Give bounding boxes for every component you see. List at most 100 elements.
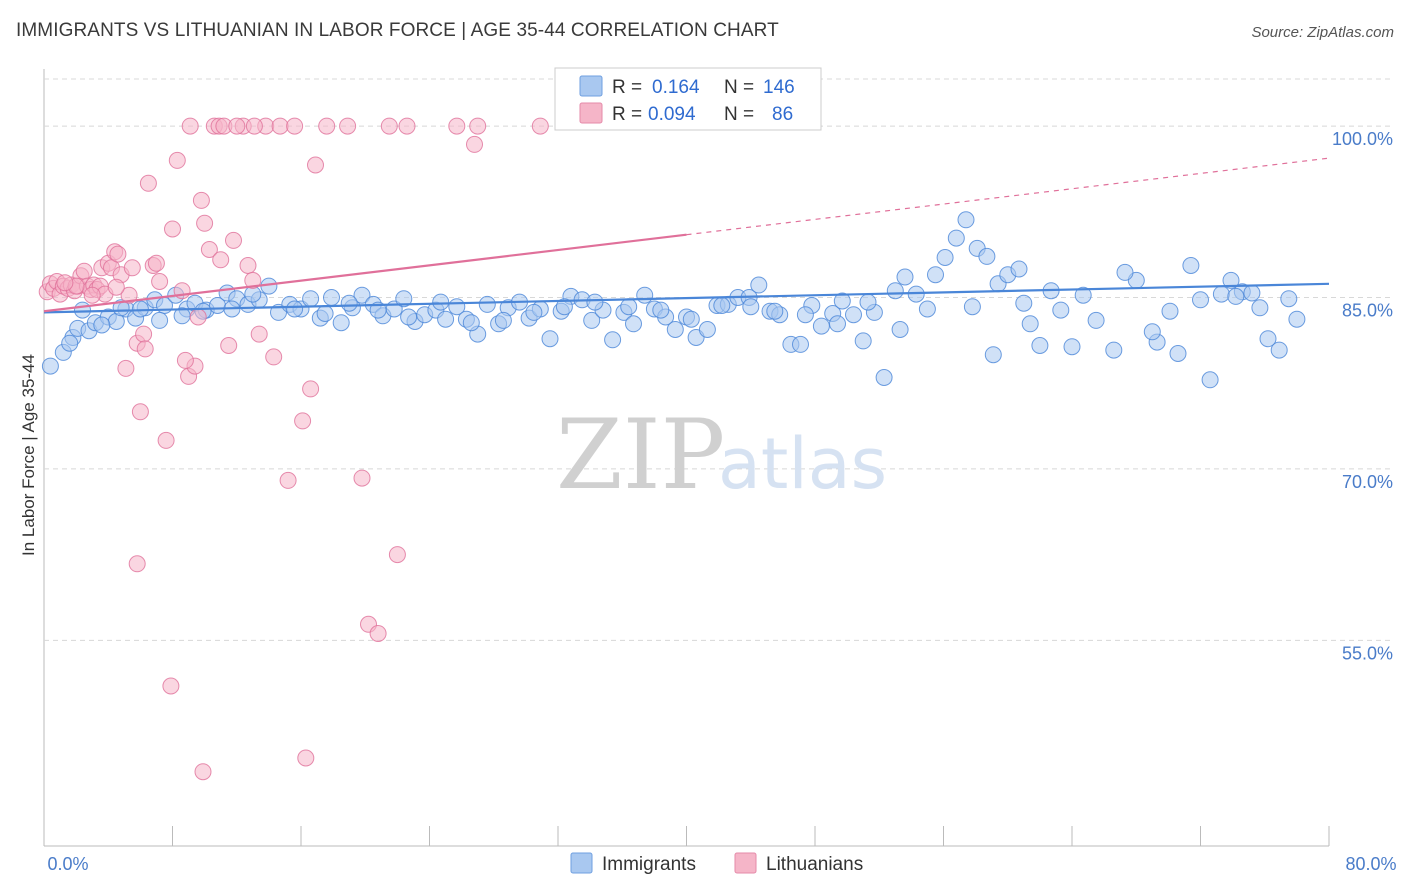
immigrants-point (1105, 341, 1123, 359)
immigrants-point (984, 346, 1002, 364)
lithuanians-point (250, 325, 268, 343)
lithuanians-point (398, 117, 416, 135)
immigrants-point (766, 302, 784, 320)
lithuanians-point (75, 262, 93, 280)
lithuanians-point (200, 241, 218, 258)
immigrants-point (896, 268, 914, 286)
bottom-legend-swatch-lithuanians (734, 852, 757, 874)
immigrants-point (1251, 299, 1269, 317)
immigrants-point (478, 295, 496, 313)
immigrants-point (796, 306, 814, 324)
source-label: Source: ZipAtlas.com (1251, 24, 1394, 41)
series-legend: Immigrants Lithuanians (570, 852, 863, 875)
immigrants-point (636, 286, 654, 304)
immigrants-point (927, 266, 944, 284)
immigrants-point (525, 303, 543, 321)
immigrants-point (652, 301, 670, 319)
immigrants-point (713, 297, 731, 314)
lithuanians-point (369, 625, 387, 642)
lithuanians-point (135, 325, 153, 343)
immigrants-point (1259, 330, 1277, 348)
lithuanians-point (164, 220, 181, 238)
watermark-zip: ZIP (556, 399, 725, 511)
lithuanians-trend-line (43, 233, 687, 313)
immigrants-point (541, 330, 559, 348)
immigrants-point (1010, 260, 1028, 278)
immigrants-point (151, 311, 169, 329)
legend-n-label-2: N = (724, 104, 754, 125)
immigrants-point (1074, 286, 1092, 304)
immigrants-point (1063, 338, 1081, 356)
lithuanians-point (157, 431, 175, 449)
lithuanians-point (220, 337, 238, 354)
legend-swatch-immigrants (579, 75, 603, 97)
lithuanians-point (318, 117, 336, 135)
bottom-legend-lithuanians: Lithuanians (766, 854, 863, 875)
immigrants-point (957, 211, 975, 229)
immigrants-point (845, 306, 862, 324)
lithuanians-point (239, 257, 257, 274)
lithuanians-point (194, 763, 212, 781)
watermark-atlas: atlas (718, 423, 887, 505)
immigrants-point (1280, 290, 1298, 308)
immigrants-point (936, 249, 954, 266)
lithuanians-point (245, 117, 263, 135)
immigrants-point (74, 301, 91, 319)
immigrants-point (833, 292, 851, 310)
immigrants-point (1222, 271, 1240, 289)
lithuanians-point (120, 286, 138, 304)
lithuanians-point (286, 117, 304, 135)
lithuanians-point (225, 231, 242, 249)
immigrants-point (353, 286, 371, 304)
lithuanians-point (168, 151, 186, 169)
bottom-legend-immigrants: Immigrants (602, 854, 696, 875)
lithuanians-point (466, 135, 483, 153)
immigrants-point (891, 321, 909, 338)
immigrants-point (131, 300, 149, 318)
immigrants-point (698, 321, 716, 338)
immigrants-point (61, 334, 79, 352)
grid-lines (43, 69, 1392, 847)
immigrants-point (41, 357, 59, 375)
lithuanians-point (123, 259, 141, 277)
immigrants-point (918, 300, 936, 318)
lithuanians-point (162, 677, 180, 695)
immigrants-point (437, 310, 455, 328)
lithuanians-point (192, 191, 210, 209)
lithuanians-point (131, 403, 149, 421)
immigrants-point (286, 300, 304, 318)
immigrants-point (750, 276, 768, 294)
immigrants-point (583, 311, 601, 329)
immigrants-point (792, 335, 809, 353)
immigrants-point (947, 229, 965, 247)
immigrants-point (812, 317, 830, 335)
immigrants-point (1288, 310, 1306, 328)
immigrants-point (1161, 302, 1179, 320)
immigrants-point (1021, 315, 1039, 333)
legend-r-label-2: R = (612, 104, 642, 125)
immigrants-point (302, 290, 320, 308)
immigrants-point (886, 282, 904, 300)
lithuanians-point (147, 254, 165, 272)
lithuanians-trend-extension (686, 157, 1330, 236)
immigrants-point (620, 298, 638, 316)
immigrants-point (1015, 294, 1033, 312)
immigrants-point (1201, 371, 1219, 389)
legend-n-label-1: N = (724, 77, 754, 98)
legend-n-value-2: 86 (772, 104, 793, 125)
lithuanians-point (302, 380, 320, 398)
immigrants-point (859, 293, 877, 311)
immigrants-point (1243, 284, 1261, 302)
immigrants-point (963, 298, 981, 316)
lithuanians-point (265, 348, 283, 366)
immigrants-point (625, 315, 642, 333)
immigrants-point (875, 369, 893, 386)
y-tick-labels: 55.0% 70.0% 85.0% 100.0% (1332, 129, 1393, 663)
lithuanians-point (228, 117, 246, 135)
lithuanians-point (136, 340, 154, 358)
immigrants-point (494, 311, 512, 329)
lithuanians-point (212, 251, 230, 269)
y-tick-label: 70.0% (1342, 472, 1393, 492)
immigrants-point (666, 321, 684, 338)
y-axis-label: In Labor Force | Age 35-44 (19, 354, 38, 556)
